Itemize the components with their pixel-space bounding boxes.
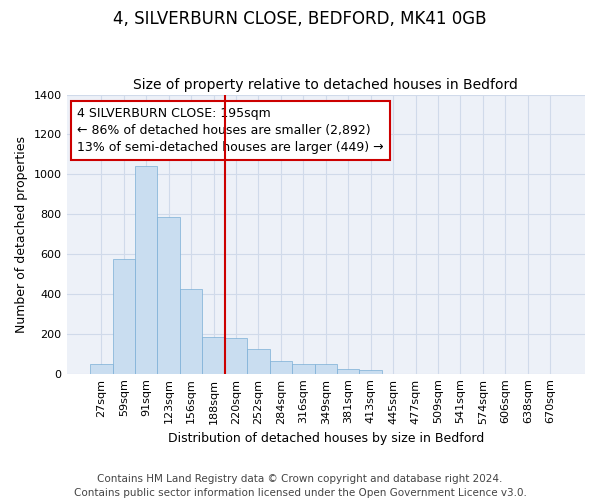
Y-axis label: Number of detached properties: Number of detached properties [15, 136, 28, 332]
Bar [292, 364, 314, 374]
Bar [247, 349, 269, 374]
Bar [202, 337, 225, 374]
Text: Contains HM Land Registry data © Crown copyright and database right 2024.
Contai: Contains HM Land Registry data © Crown c… [74, 474, 526, 498]
Text: 4, SILVERBURN CLOSE, BEDFORD, MK41 0GB: 4, SILVERBURN CLOSE, BEDFORD, MK41 0GB [113, 10, 487, 28]
Bar [314, 364, 337, 374]
Bar [337, 368, 359, 374]
Bar [157, 217, 180, 374]
Bar [113, 259, 135, 374]
Bar [180, 289, 202, 374]
Bar [269, 360, 292, 374]
Bar [135, 166, 157, 374]
X-axis label: Distribution of detached houses by size in Bedford: Distribution of detached houses by size … [167, 432, 484, 445]
Title: Size of property relative to detached houses in Bedford: Size of property relative to detached ho… [133, 78, 518, 92]
Bar [90, 364, 113, 374]
Text: 4 SILVERBURN CLOSE: 195sqm
← 86% of detached houses are smaller (2,892)
13% of s: 4 SILVERBURN CLOSE: 195sqm ← 86% of deta… [77, 107, 383, 154]
Bar [359, 370, 382, 374]
Bar [225, 338, 247, 374]
